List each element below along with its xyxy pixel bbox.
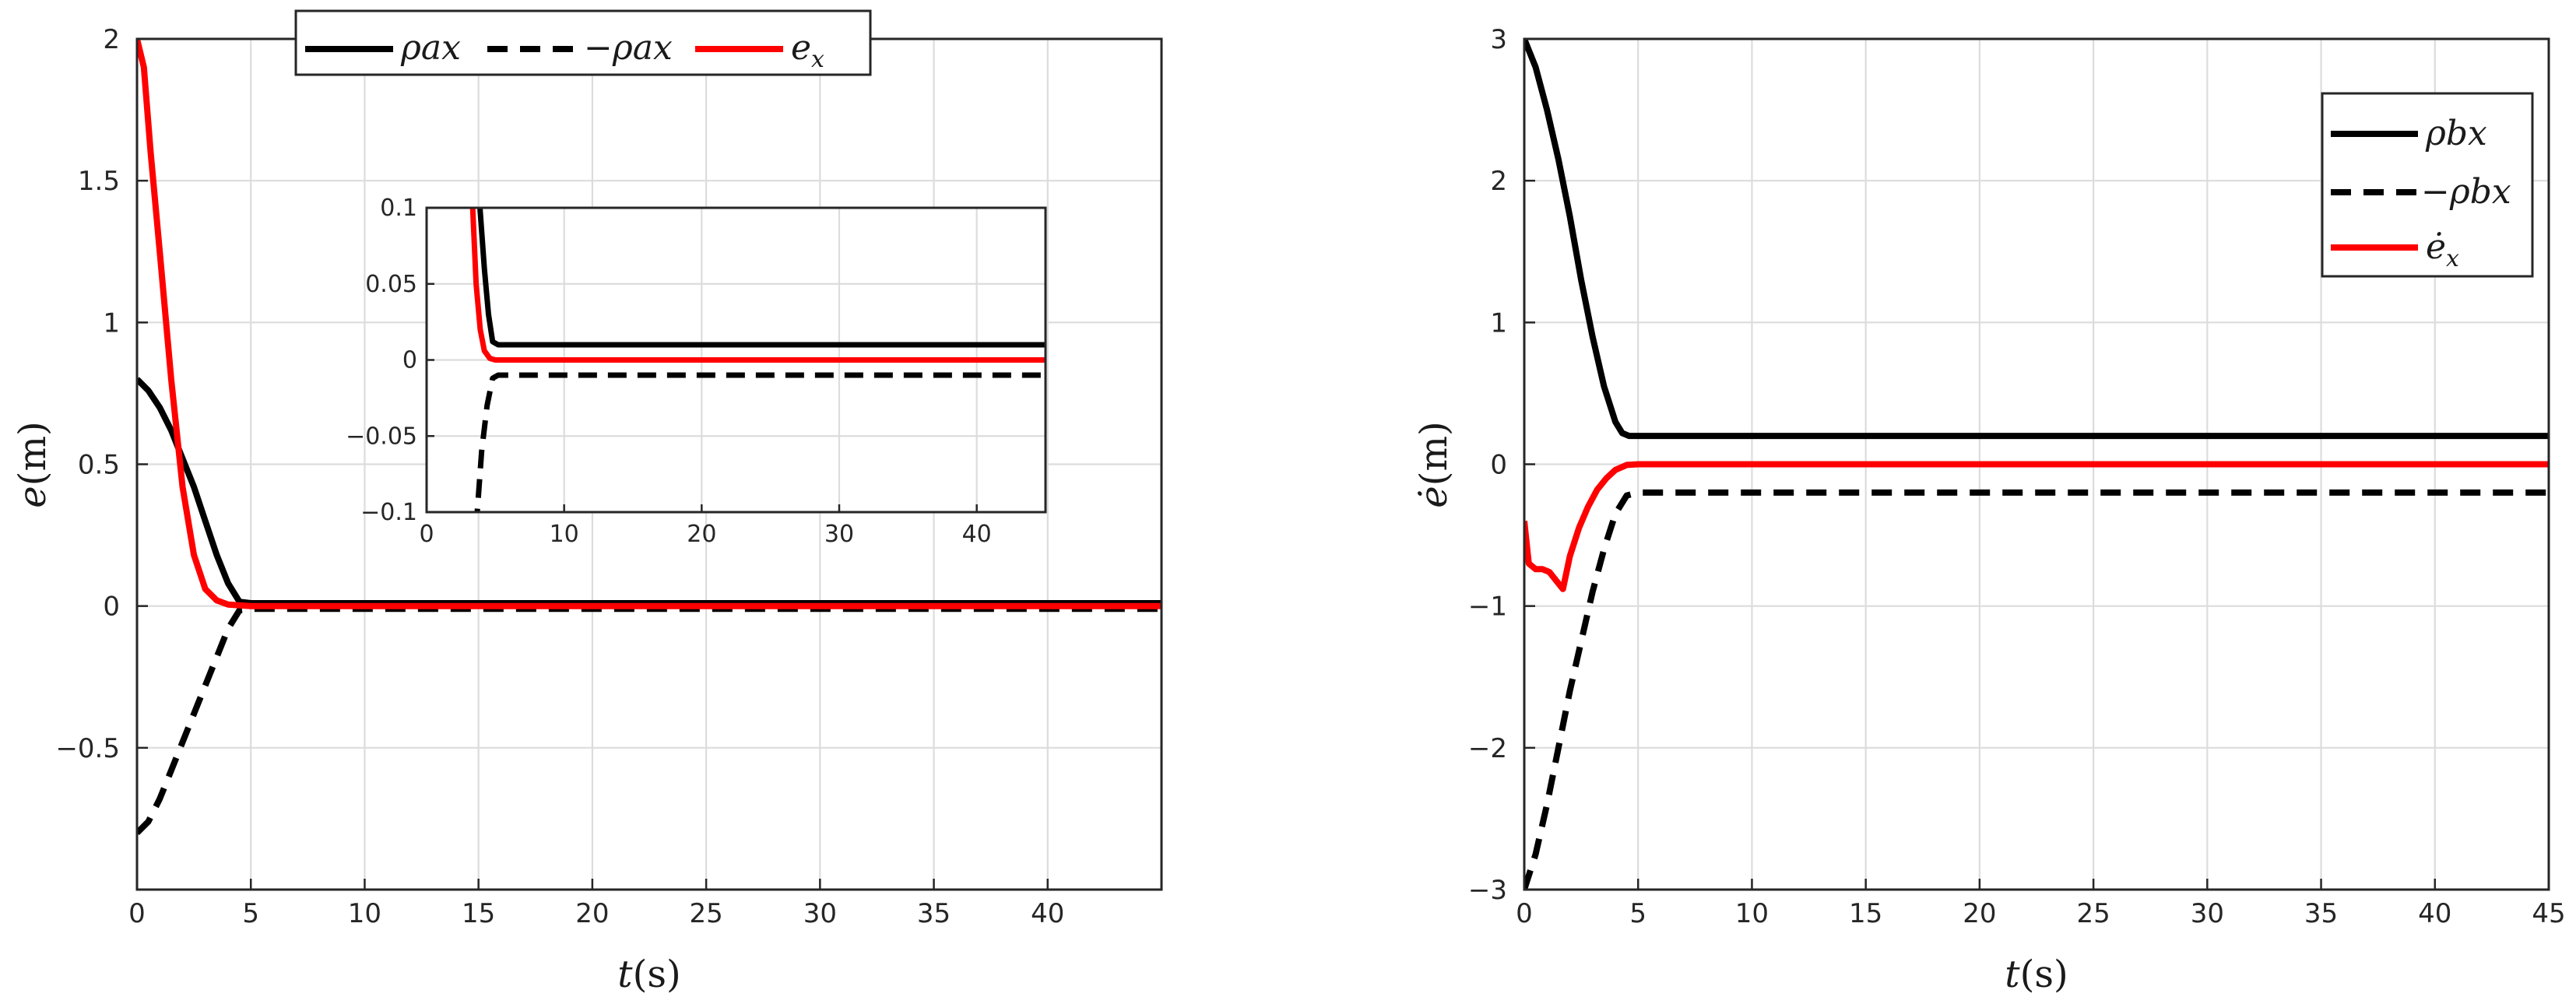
x-tick-label: 30: [824, 521, 854, 548]
x-tick-label: 40: [2418, 898, 2451, 929]
x-tick-label: 0: [128, 898, 146, 929]
left-legend: ρax −ρax ex: [294, 9, 872, 76]
x-tick-label: 15: [462, 898, 495, 929]
legend-label-neg-rho-ax: −ρax: [584, 28, 673, 68]
x-tick-label: 40: [962, 521, 992, 548]
right-legend: ρbx −ρbx ėx: [2321, 92, 2534, 278]
x-tick-label: 0: [419, 521, 434, 548]
y-tick-label: 1: [1490, 307, 1507, 339]
legend-label-e-x: ex: [791, 28, 824, 73]
series-line-1: [1524, 489, 2549, 890]
left-y-axis-label: e(m): [11, 421, 54, 507]
series-line-0: [1524, 39, 2549, 440]
y-tick-label: 0: [402, 347, 417, 374]
left-series-lines: [137, 39, 1161, 835]
y-tick-label: −0.05: [346, 423, 417, 450]
left-y-tick-labels: −0.5 0 0.5 1 1.5 2: [55, 24, 120, 764]
legend-text-neg-rho-ax: −ρax: [584, 28, 673, 68]
legend-label-neg-rho-bx: −ρbx: [2421, 172, 2511, 212]
y-tick-label: −0.1: [360, 499, 417, 526]
y-tick-label: −1: [1468, 592, 1507, 623]
series-line-2: [1524, 461, 2549, 592]
inset-x-tick-labels: 0 10 20 30 40: [419, 521, 991, 548]
y-tick-label: 2: [1490, 166, 1507, 197]
legend-label-rho-bx: ρbx: [2425, 114, 2487, 153]
legend-sub-e: x: [811, 46, 824, 73]
legend-label-rho-ax: ρax: [400, 28, 461, 68]
x-tick-label: 0: [1516, 898, 1533, 929]
x-tick-label: 30: [2191, 898, 2224, 929]
left-x-tick-labels: 0 5 10 15 20 25 30 35 40: [128, 898, 1064, 929]
right-y-axis-label: ė(m): [1412, 421, 1456, 507]
left-chart: 0 5 10 15 20 25 30 35 40 −0.5 0 0.5 1 1.5 2 t(s) e(m)…: [11, 9, 1163, 996]
right-x-tick-labels: 0 5 10 15 20 25 30 35 40 45: [1516, 898, 2565, 929]
series-line-2: [137, 39, 1161, 609]
x-tick-label: 35: [2304, 898, 2338, 929]
legend-text-rho-ax: ρax: [400, 28, 461, 68]
x-tick-label: 10: [348, 898, 381, 929]
y-tick-label: 3: [1490, 24, 1507, 55]
series-line-1: [474, 372, 1046, 512]
y-tick-label: 1: [103, 307, 120, 339]
series-line-1: [137, 606, 1161, 835]
inset-frame: [425, 206, 1047, 514]
legend-text-neg-rho-bx: −ρbx: [2421, 172, 2511, 212]
legend-sub-edot: x: [2446, 245, 2459, 272]
legend-text-edot: ė: [2426, 227, 2446, 267]
inset-y-tick-labels: −0.1 −0.05 0 0.05 0.1: [346, 195, 417, 526]
x-tick-label: 20: [687, 521, 716, 548]
left-x-axis-label: t(s): [617, 953, 680, 996]
y-tick-label: −2: [1468, 733, 1507, 764]
x-tick-label: 35: [917, 898, 951, 929]
y-tick-label: 0: [103, 592, 120, 623]
left-legend-box: [294, 9, 872, 76]
y-tick-label: 0.05: [365, 271, 417, 298]
y-tick-label: −3: [1468, 875, 1507, 906]
x-tick-label: 45: [2532, 898, 2565, 929]
legend-label-edot-x: ėx: [2426, 227, 2459, 272]
x-tick-label: 5: [1629, 898, 1646, 929]
inset-series-lines: [469, 208, 1046, 512]
x-tick-label: 20: [575, 898, 609, 929]
series-line-2: [469, 208, 1046, 363]
left-inset-chart: 0 10 20 30 40 −0.1 −0.05 0 0.05 0.1: [346, 195, 1047, 548]
y-tick-label: 2: [103, 24, 120, 55]
legend-text-e: e: [791, 28, 811, 68]
x-tick-label: 15: [1849, 898, 1882, 929]
y-tick-label: 1.5: [78, 166, 120, 197]
right-plot-frame: [1523, 37, 2550, 891]
x-tick-label: 30: [803, 898, 837, 929]
x-tick-label: 25: [2076, 898, 2110, 929]
right-y-tick-labels: −3 −2 −1 0 1 2 3: [1468, 24, 1507, 906]
x-tick-label: 10: [1735, 898, 1769, 929]
y-tick-label: 0.1: [380, 195, 417, 222]
x-tick-label: 25: [689, 898, 722, 929]
x-tick-label: 20: [1963, 898, 1996, 929]
x-tick-label: 10: [550, 521, 579, 548]
y-tick-label: −0.5: [55, 733, 120, 764]
right-x-axis-label: t(s): [2005, 953, 2068, 996]
right-series-lines: [1524, 39, 2549, 890]
x-tick-label: 40: [1031, 898, 1064, 929]
y-tick-label: 0.5: [78, 450, 120, 481]
x-tick-label: 5: [242, 898, 259, 929]
legend-text-rho-bx: ρbx: [2425, 114, 2487, 153]
y-tick-label: 0: [1490, 450, 1507, 481]
series-line-0: [477, 208, 1046, 348]
